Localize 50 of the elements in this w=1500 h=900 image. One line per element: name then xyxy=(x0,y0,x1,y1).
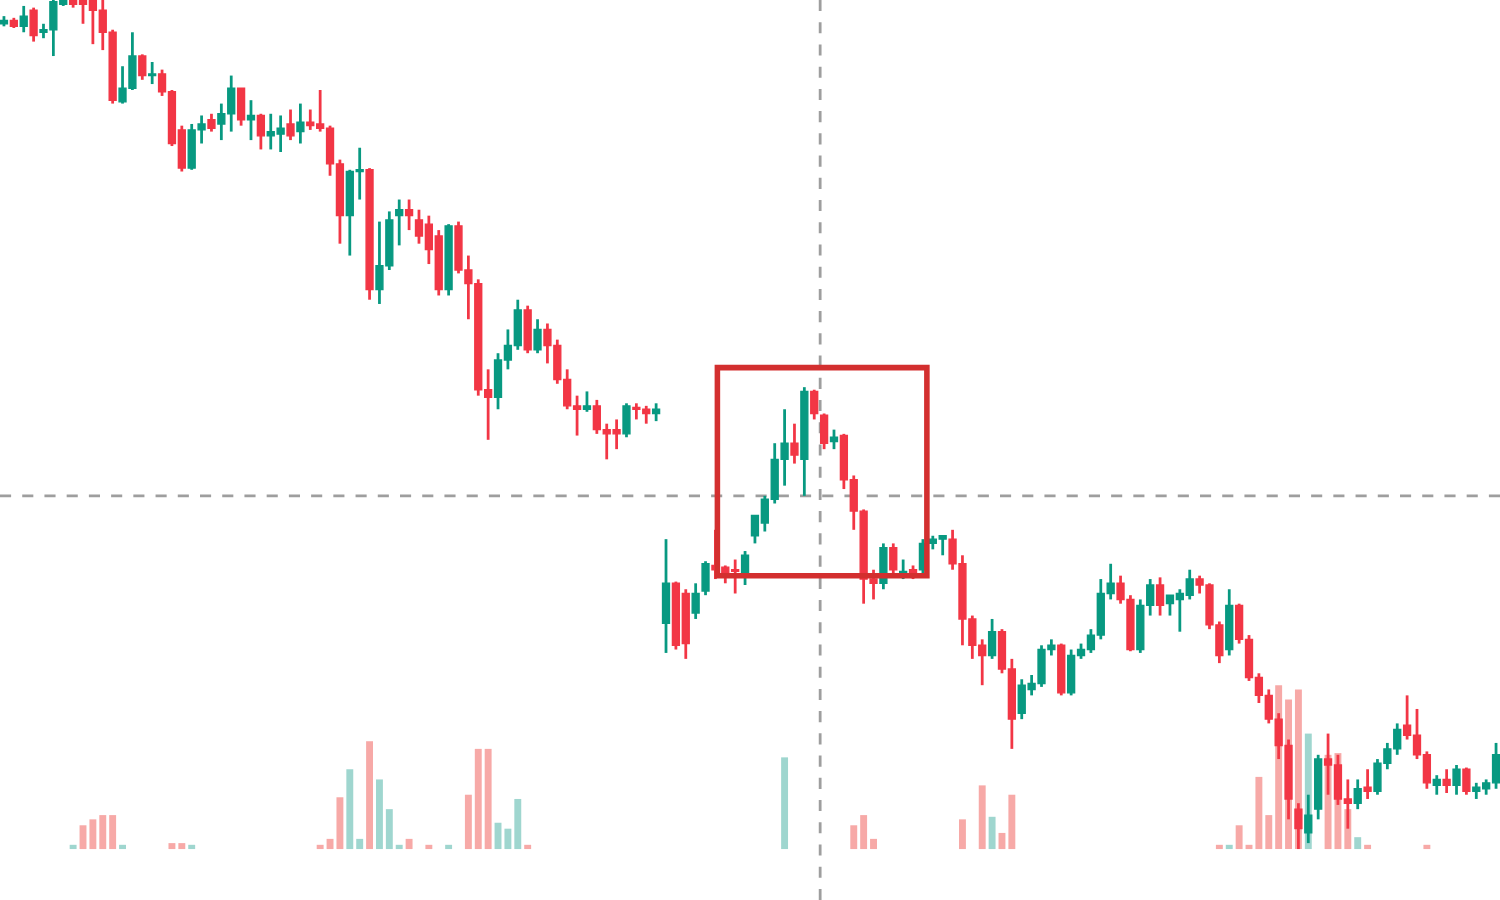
bar xyxy=(1354,837,1362,850)
candlestick xyxy=(1057,642,1066,697)
bar xyxy=(1364,844,1372,850)
candlestick xyxy=(810,388,819,421)
candlestick xyxy=(1363,767,1372,801)
candlestick xyxy=(533,317,542,355)
bar xyxy=(988,816,996,850)
candlestick xyxy=(622,401,631,439)
candlestick xyxy=(138,52,147,82)
bar xyxy=(405,838,413,850)
candlestick xyxy=(286,108,295,142)
candlestick xyxy=(691,581,700,621)
candlestick xyxy=(296,102,305,145)
candlestick xyxy=(1225,587,1234,657)
candlestick xyxy=(1452,763,1461,797)
candlestick xyxy=(1155,575,1165,617)
candlestick xyxy=(1442,767,1451,795)
bar xyxy=(524,844,532,850)
candlestick xyxy=(582,390,592,414)
candlestick xyxy=(19,4,28,34)
bar xyxy=(1215,844,1223,850)
bar xyxy=(425,844,433,850)
candlestick xyxy=(256,112,266,151)
bar xyxy=(1225,844,1233,850)
candlestick xyxy=(819,412,829,451)
candlestick xyxy=(661,537,671,655)
candlestick xyxy=(987,617,997,661)
candlestick xyxy=(1462,766,1471,797)
candlestick xyxy=(1432,773,1441,797)
bar xyxy=(188,844,196,850)
bar xyxy=(1423,844,1431,850)
candlestick xyxy=(1353,778,1362,811)
candlestick xyxy=(29,6,38,43)
bar xyxy=(978,785,986,850)
candlestick xyxy=(523,304,532,355)
bar xyxy=(69,844,77,850)
candlestick xyxy=(938,534,947,557)
candlestick xyxy=(404,198,414,232)
bar xyxy=(119,844,126,850)
candlestick xyxy=(148,60,157,86)
candlestick xyxy=(1294,801,1303,851)
candlestick xyxy=(889,542,898,578)
bar xyxy=(366,741,374,850)
bar xyxy=(958,819,966,850)
bar xyxy=(445,844,453,850)
candlestick xyxy=(236,86,246,128)
candlestick xyxy=(701,559,710,597)
candlestick xyxy=(395,198,404,247)
bar xyxy=(781,757,789,850)
candlestick xyxy=(790,422,799,465)
